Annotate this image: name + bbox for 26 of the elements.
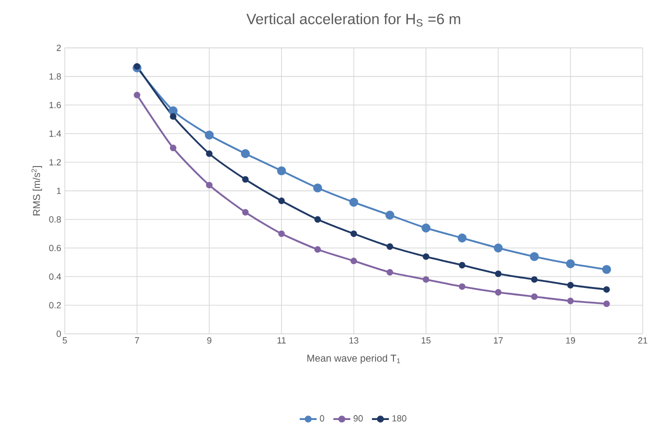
y-axis-title: RMS [m/s$^{2}$] [32,166,42,216]
legend-label: 180 [392,414,406,422]
y-tick-label: 1.8 [50,73,61,80]
x-tick-label: 11 [278,337,286,344]
y-tick-label: 0.8 [49,216,61,222]
y-tick-label: 1 [56,188,61,194]
x-tick-label: 5 [62,337,67,344]
y-tick-label: 0.6 [49,244,61,251]
legend-label: 90 [354,414,363,422]
y-tick-label: 1.6 [50,102,61,108]
y-tick-label: 0.2 [49,302,61,308]
chart-title: Vertical acceleration for H$_{S}$ =6 m [246,13,460,26]
x-axis-title: Mean wave period T$_{1}$ [307,354,400,364]
x-tick-label: 7 [134,337,140,344]
y-tick-label: 0 [56,330,61,337]
x-tick-label: 19 [566,337,576,344]
y-tick-label: 1.4 [50,130,62,136]
x-tick-label: 17 [494,337,503,344]
legend-label: 0 [320,414,324,422]
y-tick-label: 2 [56,44,61,51]
y-tick-label: 0.4 [49,273,62,280]
x-tick-label: 21 [638,337,648,344]
x-tick-label: 15 [422,337,431,344]
y-tick-label: 1.2 [50,158,61,166]
x-tick-label: 13 [349,337,358,344]
x-tick-label: 9 [207,337,212,344]
